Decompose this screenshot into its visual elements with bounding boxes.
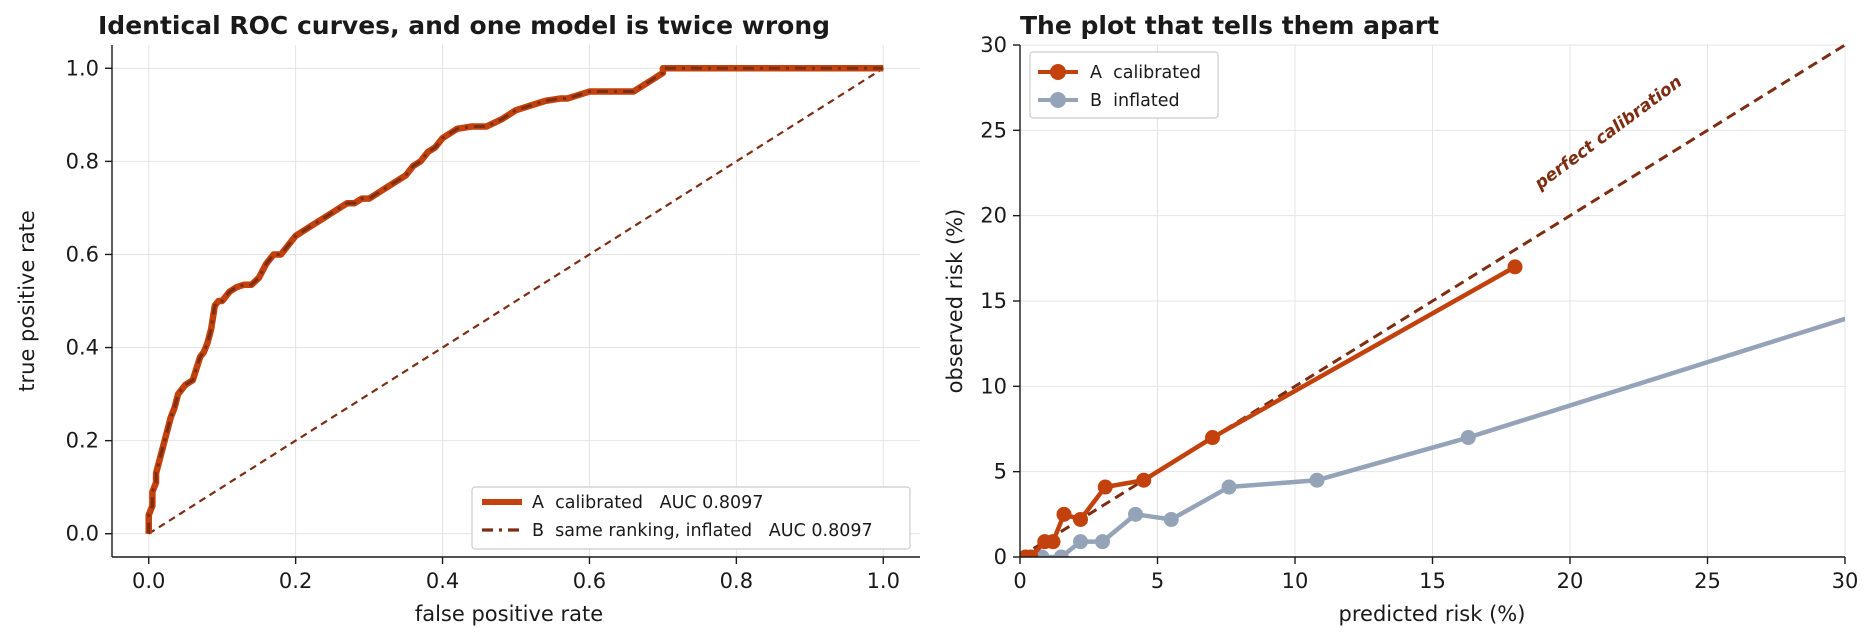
roc-legend: A calibrated AUC 0.8097 B same ranking, … (471, 486, 911, 550)
calibration-calibrated-point (1507, 259, 1523, 275)
roc-y-tick-label: 0.4 (66, 336, 99, 360)
roc-grid (112, 45, 920, 557)
calibration-y-tick-label: 10 (980, 374, 1007, 398)
calibration-y-tick-label: 20 (980, 204, 1007, 228)
calibration-calibrated-line (1025, 264, 1517, 557)
calibration-inflated-point (1221, 479, 1237, 495)
calibration-legend-inflated-label: B inflated (1090, 91, 1180, 111)
roc-legend-box (471, 486, 911, 550)
calibration-x-tick-label: 0 (1013, 569, 1026, 593)
calibration-y-tick-label: 5 (994, 460, 1007, 484)
calibration-calibrated-point (1205, 430, 1220, 446)
roc-y-tick-label: 1.0 (66, 56, 99, 80)
calibration-x-tick-label: 25 (1694, 569, 1721, 593)
roc-x-tick-label: 0.2 (279, 569, 312, 593)
roc-curve-inflated (147, 66, 884, 534)
roc-y-tick-label: 0.2 (66, 429, 99, 453)
roc-x-tick-label: 0.4 (426, 569, 459, 593)
calibration-x-tick-label: 10 (1282, 569, 1309, 593)
roc-y-tick-label: 0.8 (66, 149, 99, 173)
calibration-x-tick-label: 15 (1419, 569, 1446, 593)
roc-ticks: 0.0 0.2 0.4 0.6 0.8 1.0 0.0 0.2 0.4 0.6 0.8 1.0 (66, 56, 900, 593)
calibration-x-tick-label: 30 (1832, 569, 1859, 593)
calibration-y-tick-label: 0 (994, 545, 1007, 569)
calibration-chart-title: The plot that tells them apart (1020, 11, 1439, 40)
calibration-inflated-point (1128, 506, 1143, 522)
roc-chart-title: Identical ROC curves, and one model is t… (98, 11, 830, 40)
calibration-x-tick-label: 20 (1557, 569, 1584, 593)
roc-x-tick-label: 1.0 (867, 569, 900, 593)
calibration-y-tick-label: 15 (980, 289, 1007, 313)
calibration-inflated-point (1095, 534, 1110, 550)
perfect-calibration-annotation: perfect calibration (1530, 72, 1686, 195)
roc-legend-inflated-label: B same ranking, inflated AUC 0.8097 (532, 521, 873, 541)
calibration-inflated-line (1031, 316, 1845, 557)
roc-plot-area (145, 65, 884, 535)
calibration-y-tick-label: 30 (980, 33, 1007, 57)
calibration-calibrated-point (1056, 506, 1072, 522)
calibration-plot-area (1020, 43, 1845, 557)
roc-y-tick-label: 0.0 (66, 522, 99, 546)
roc-x-tick-label: 0.6 (573, 569, 606, 593)
roc-x-axis-label: false positive rate (415, 602, 603, 626)
roc-panel: 0.0 0.2 0.4 0.6 0.8 1.0 0.0 0.2 0.4 0.6 0.8 1.0 Ide… (15, 11, 920, 626)
roc-chance-diagonal (148, 67, 884, 535)
calibration-legend: A calibrated B inflated (1029, 51, 1219, 119)
calibration-panel: 0 5 10 15 20 25 30 0 5 10 15 20 25 30 The plot that t… (943, 11, 1858, 626)
roc-y-tick-label: 0.6 (66, 242, 99, 266)
calibration-inflated-point (1163, 511, 1179, 527)
calibration-inflated-point (1053, 549, 1069, 557)
roc-x-tick-label: 0.0 (132, 569, 165, 593)
calibration-x-axis-label: predicted risk (%) (1339, 602, 1526, 626)
roc-x-tick-label: 0.8 (720, 569, 753, 593)
calibration-legend-calibrated-marker (1050, 64, 1066, 80)
calibration-calibrated-point (1073, 511, 1088, 527)
calibration-inflated-point (1309, 472, 1325, 488)
calibration-y-axis-label: observed risk (%) (943, 209, 967, 394)
calibration-calibrated-point (1136, 472, 1152, 488)
calibration-legend-calibrated-label: A calibrated (1090, 63, 1201, 83)
calibration-y-tick-label: 25 (980, 118, 1007, 142)
roc-y-axis-label: true positive rate (15, 210, 39, 391)
calibration-calibrated-point (1045, 534, 1061, 550)
calibration-x-tick-label: 5 (1151, 569, 1164, 593)
calibration-calibrated-point (1023, 549, 1039, 557)
calibration-calibrated-point (1097, 479, 1113, 495)
calibration-inflated-point (1460, 430, 1476, 446)
calibration-inflated-point (1073, 534, 1088, 550)
calibration-ticks: 0 5 10 15 20 25 30 0 5 10 15 20 25 30 (980, 33, 1858, 593)
roc-legend-calibrated-label: A calibrated AUC 0.8097 (532, 493, 763, 513)
calibration-legend-inflated-marker (1050, 92, 1066, 108)
